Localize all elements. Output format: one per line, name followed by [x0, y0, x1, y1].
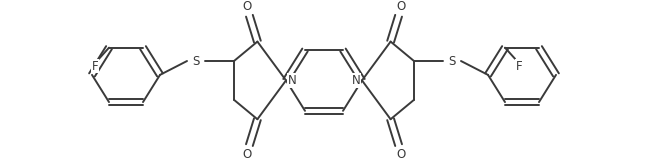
Text: O: O: [396, 148, 405, 161]
Text: O: O: [243, 0, 252, 13]
Text: S: S: [192, 55, 200, 67]
Text: S: S: [448, 55, 456, 67]
Text: F: F: [516, 60, 522, 73]
Text: O: O: [396, 0, 405, 13]
Text: N: N: [288, 74, 296, 87]
Text: F: F: [91, 60, 98, 73]
Text: N: N: [352, 74, 360, 87]
Text: O: O: [243, 148, 252, 161]
